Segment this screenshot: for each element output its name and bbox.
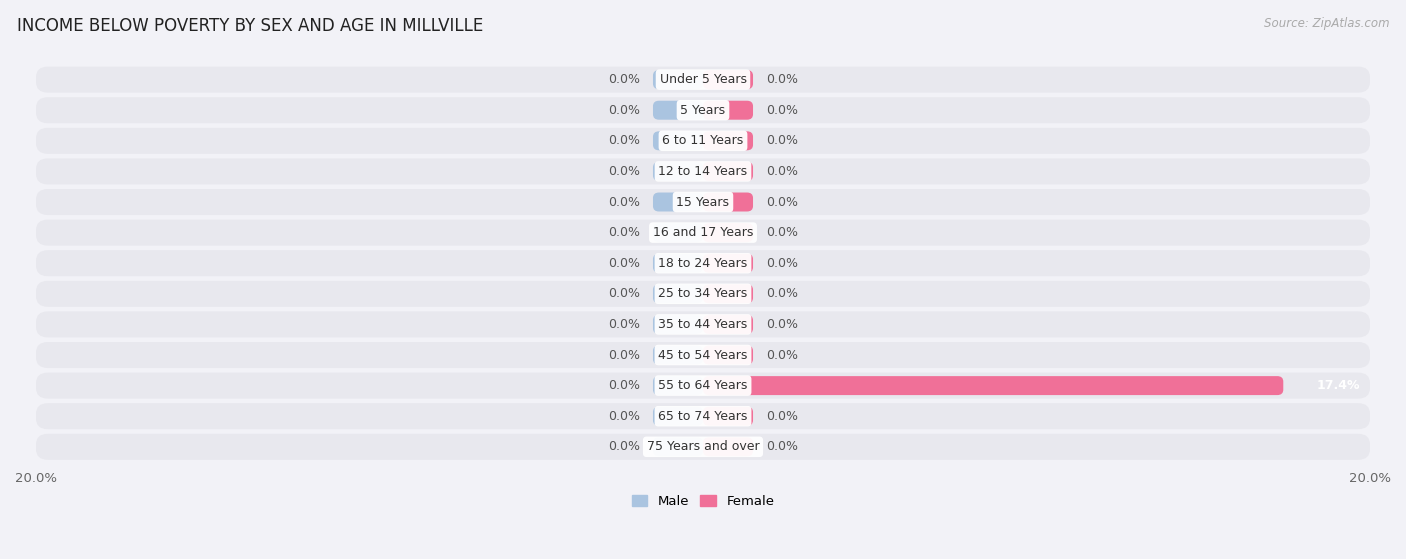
FancyBboxPatch shape <box>703 315 754 334</box>
FancyBboxPatch shape <box>37 158 1369 184</box>
Text: 75 Years and over: 75 Years and over <box>647 440 759 453</box>
FancyBboxPatch shape <box>703 254 754 273</box>
Text: 55 to 64 Years: 55 to 64 Years <box>658 379 748 392</box>
Text: 0.0%: 0.0% <box>607 410 640 423</box>
FancyBboxPatch shape <box>703 345 754 364</box>
Text: 0.0%: 0.0% <box>766 348 799 362</box>
Text: 0.0%: 0.0% <box>607 318 640 331</box>
FancyBboxPatch shape <box>37 250 1369 276</box>
FancyBboxPatch shape <box>37 342 1369 368</box>
FancyBboxPatch shape <box>652 345 703 364</box>
FancyBboxPatch shape <box>703 437 754 456</box>
Text: 0.0%: 0.0% <box>766 165 799 178</box>
FancyBboxPatch shape <box>652 376 703 395</box>
FancyBboxPatch shape <box>703 131 754 150</box>
Text: 0.0%: 0.0% <box>607 379 640 392</box>
Legend: Male, Female: Male, Female <box>626 490 780 513</box>
Text: 65 to 74 Years: 65 to 74 Years <box>658 410 748 423</box>
Text: 0.0%: 0.0% <box>607 73 640 86</box>
Text: 0.0%: 0.0% <box>607 440 640 453</box>
Text: 0.0%: 0.0% <box>766 410 799 423</box>
FancyBboxPatch shape <box>652 192 703 211</box>
Text: 0.0%: 0.0% <box>766 257 799 269</box>
FancyBboxPatch shape <box>703 285 754 304</box>
Text: 0.0%: 0.0% <box>766 226 799 239</box>
FancyBboxPatch shape <box>703 407 754 426</box>
FancyBboxPatch shape <box>703 101 754 120</box>
FancyBboxPatch shape <box>652 70 703 89</box>
Text: 0.0%: 0.0% <box>766 287 799 300</box>
FancyBboxPatch shape <box>652 162 703 181</box>
FancyBboxPatch shape <box>703 376 1284 395</box>
FancyBboxPatch shape <box>37 189 1369 215</box>
Text: 0.0%: 0.0% <box>607 226 640 239</box>
Text: 25 to 34 Years: 25 to 34 Years <box>658 287 748 300</box>
FancyBboxPatch shape <box>37 67 1369 93</box>
Text: 0.0%: 0.0% <box>607 348 640 362</box>
Text: 0.0%: 0.0% <box>607 165 640 178</box>
FancyBboxPatch shape <box>37 311 1369 338</box>
FancyBboxPatch shape <box>652 101 703 120</box>
FancyBboxPatch shape <box>37 281 1369 307</box>
FancyBboxPatch shape <box>37 97 1369 123</box>
Text: Source: ZipAtlas.com: Source: ZipAtlas.com <box>1264 17 1389 30</box>
FancyBboxPatch shape <box>703 223 754 242</box>
Text: INCOME BELOW POVERTY BY SEX AND AGE IN MILLVILLE: INCOME BELOW POVERTY BY SEX AND AGE IN M… <box>17 17 484 35</box>
Text: 0.0%: 0.0% <box>766 104 799 117</box>
Text: Under 5 Years: Under 5 Years <box>659 73 747 86</box>
FancyBboxPatch shape <box>652 407 703 426</box>
FancyBboxPatch shape <box>37 403 1369 429</box>
Text: 45 to 54 Years: 45 to 54 Years <box>658 348 748 362</box>
Text: 12 to 14 Years: 12 to 14 Years <box>658 165 748 178</box>
Text: 0.0%: 0.0% <box>607 257 640 269</box>
FancyBboxPatch shape <box>652 254 703 273</box>
Text: 18 to 24 Years: 18 to 24 Years <box>658 257 748 269</box>
FancyBboxPatch shape <box>652 131 703 150</box>
FancyBboxPatch shape <box>703 70 754 89</box>
Text: 16 and 17 Years: 16 and 17 Years <box>652 226 754 239</box>
Text: 0.0%: 0.0% <box>607 134 640 148</box>
FancyBboxPatch shape <box>652 437 703 456</box>
FancyBboxPatch shape <box>652 315 703 334</box>
Text: 6 to 11 Years: 6 to 11 Years <box>662 134 744 148</box>
Text: 0.0%: 0.0% <box>766 318 799 331</box>
FancyBboxPatch shape <box>37 373 1369 399</box>
Text: 35 to 44 Years: 35 to 44 Years <box>658 318 748 331</box>
Text: 0.0%: 0.0% <box>766 440 799 453</box>
FancyBboxPatch shape <box>652 223 703 242</box>
Text: 0.0%: 0.0% <box>607 287 640 300</box>
FancyBboxPatch shape <box>703 162 754 181</box>
Text: 17.4%: 17.4% <box>1316 379 1360 392</box>
Text: 5 Years: 5 Years <box>681 104 725 117</box>
FancyBboxPatch shape <box>37 434 1369 460</box>
FancyBboxPatch shape <box>37 128 1369 154</box>
Text: 0.0%: 0.0% <box>766 134 799 148</box>
FancyBboxPatch shape <box>703 192 754 211</box>
FancyBboxPatch shape <box>652 285 703 304</box>
Text: 0.0%: 0.0% <box>766 196 799 209</box>
Text: 15 Years: 15 Years <box>676 196 730 209</box>
Text: 0.0%: 0.0% <box>607 104 640 117</box>
Text: 0.0%: 0.0% <box>766 73 799 86</box>
Text: 0.0%: 0.0% <box>607 196 640 209</box>
FancyBboxPatch shape <box>37 220 1369 245</box>
